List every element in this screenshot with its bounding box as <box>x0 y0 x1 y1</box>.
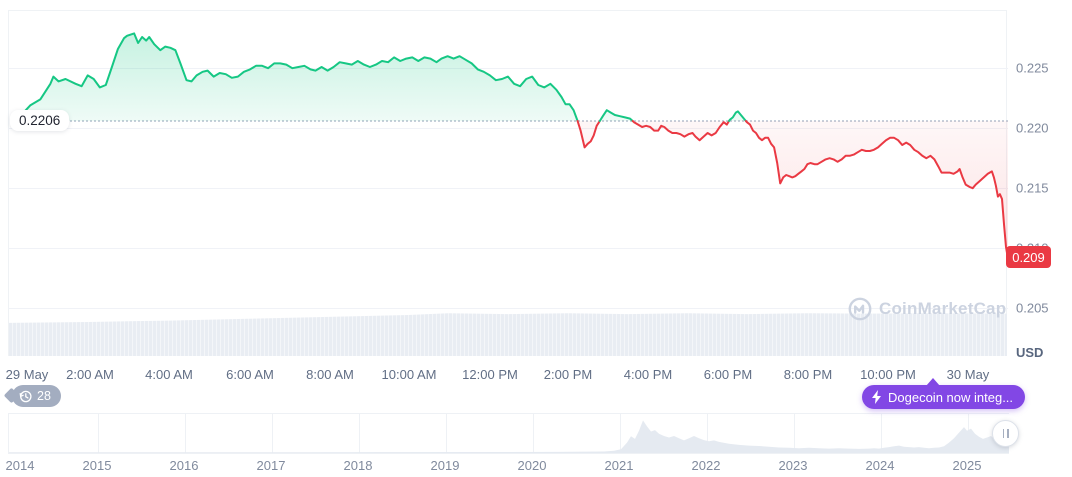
minimap-year-gridline <box>707 414 708 453</box>
grid-line <box>8 248 1008 249</box>
year-label: 2015 <box>82 458 112 473</box>
x-tick-label: 8:00 AM <box>306 367 354 382</box>
year-label: 2016 <box>169 458 199 473</box>
x-tick-label: 10:00 PM <box>860 367 916 382</box>
last-price-badge: 0.209 <box>1006 246 1051 268</box>
minimap-year-gridline <box>272 414 273 453</box>
y-tick-label: 0.225 <box>1016 60 1049 76</box>
minimap-year-gridline <box>446 414 447 453</box>
grid-line <box>8 308 1008 309</box>
x-tick-label: 8:00 PM <box>783 367 833 382</box>
year-label: 2021 <box>604 458 634 473</box>
year-label: 2014 <box>5 458 35 473</box>
lightning-icon <box>872 390 881 404</box>
minimap-area-chart <box>9 420 1009 453</box>
y-tick-label: 0.215 <box>1016 180 1049 196</box>
minimap-year-gridline <box>533 414 534 453</box>
minimap-year-gridline <box>185 414 186 453</box>
grid-line <box>8 68 1008 69</box>
x-tick-label: 2:00 AM <box>66 367 114 382</box>
x-tick-label: 4:00 AM <box>145 367 193 382</box>
year-label: 2024 <box>865 458 895 473</box>
promo-tooltip-caret <box>926 378 940 386</box>
handle-bar <box>1002 429 1004 438</box>
price-line-chart[interactable] <box>0 0 1008 360</box>
grid-line <box>8 128 1008 129</box>
y-tick-label: 0.205 <box>1016 300 1049 316</box>
history-badge[interactable]: 28 <box>12 385 61 407</box>
year-label: 2022 <box>691 458 721 473</box>
x-tick-label: 2:00 PM <box>543 367 593 382</box>
watermark-text: CoinMarketCap <box>879 299 1007 318</box>
coinmarketcap-watermark: CoinMarketCap <box>848 297 1006 321</box>
year-label: 2018 <box>343 458 373 473</box>
minimap-year-gridline <box>359 414 360 453</box>
history-clock-icon <box>19 390 32 402</box>
grid-line <box>8 188 1008 189</box>
baseline-price-label: 0.2206 <box>10 110 70 131</box>
year-label: 2020 <box>517 458 547 473</box>
minimap-year-gridline <box>881 414 882 453</box>
x-tick-label: 12:00 PM <box>462 367 518 382</box>
x-tick-label: 10:00 AM <box>381 367 437 382</box>
x-tick-label: 29 May <box>5 367 49 382</box>
year-label: 2017 <box>256 458 286 473</box>
promo-button[interactable]: Dogecoin now integ... <box>862 385 1026 409</box>
timeline-minimap[interactable] <box>8 413 1009 454</box>
promo-button-label: Dogecoin now integ... <box>888 389 1014 405</box>
y-tick-label: 0.220 <box>1016 120 1049 136</box>
handle-bar <box>1007 429 1009 438</box>
year-label: 2025 <box>952 458 982 473</box>
x-tick-label: 4:00 PM <box>623 367 673 382</box>
history-badge-count: 28 <box>37 389 51 403</box>
minimap-year-gridline <box>794 414 795 453</box>
minimap-drag-handle[interactable] <box>992 420 1019 447</box>
year-label: 2023 <box>778 458 808 473</box>
x-tick-label: 6:00 PM <box>703 367 753 382</box>
coinmarketcap-logo-icon <box>848 297 872 321</box>
minimap-year-gridline <box>98 414 99 453</box>
year-label: 2019 <box>430 458 460 473</box>
unit-label: USD <box>1016 345 1044 360</box>
minimap-year-gridline <box>620 414 621 453</box>
x-tick-label: 6:00 AM <box>226 367 274 382</box>
x-tick-label: 30 May <box>946 367 990 382</box>
